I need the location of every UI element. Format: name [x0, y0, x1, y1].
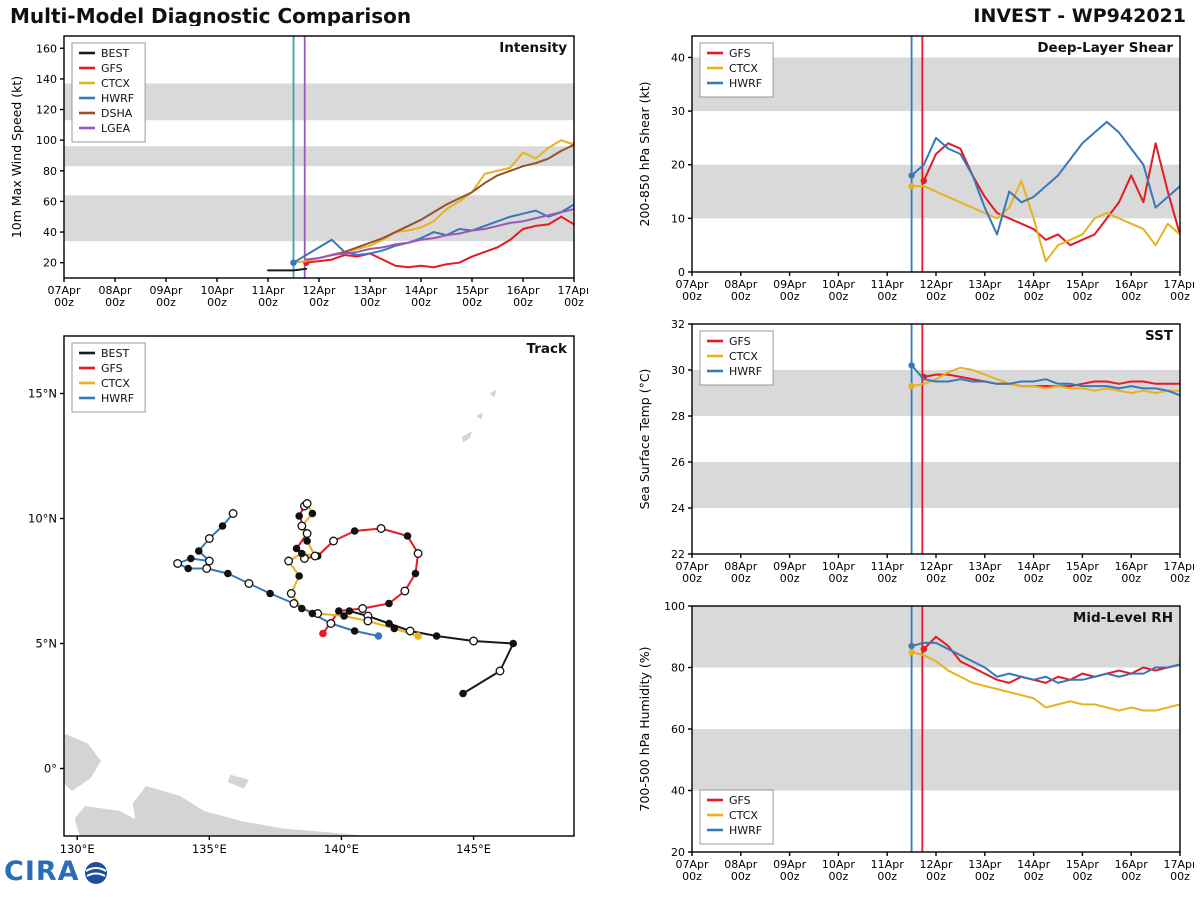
- storm-id-title: INVEST - WP942021: [973, 5, 1186, 27]
- mid-level-rh-chart: [636, 596, 1194, 894]
- deep-layer-shear-chart: [636, 26, 1194, 314]
- cira-logo: CIRA: [4, 856, 110, 887]
- globe-icon: [84, 861, 107, 884]
- track-map-chart: [8, 324, 588, 880]
- cira-logo-text: CIRA: [4, 856, 80, 887]
- page-title: Multi-Model Diagnostic Comparison: [10, 4, 412, 28]
- sst-chart: [636, 314, 1194, 596]
- intensity-chart: [8, 26, 588, 320]
